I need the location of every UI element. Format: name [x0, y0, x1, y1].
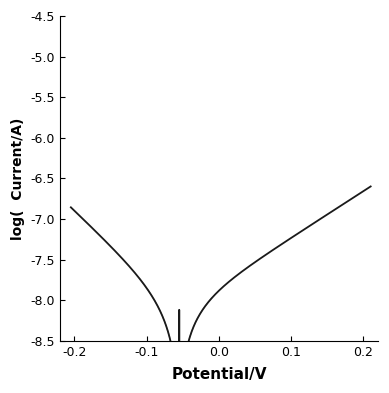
X-axis label: Potential/V: Potential/V: [171, 367, 267, 382]
Y-axis label: log(  Current/A): log( Current/A): [11, 117, 25, 240]
